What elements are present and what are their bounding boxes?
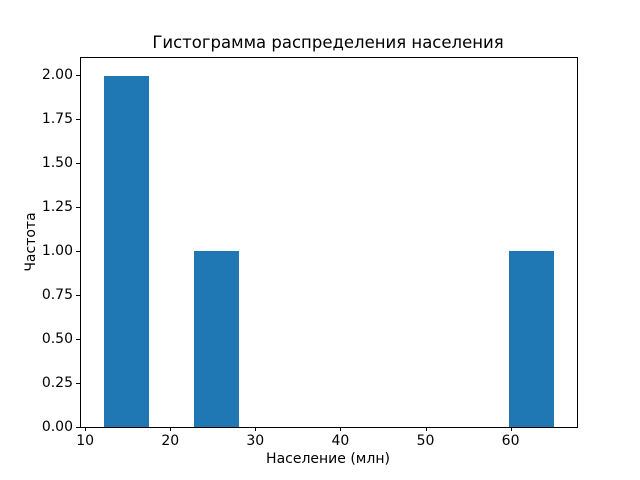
x-tick-mark <box>510 427 512 431</box>
x-tick-label: 20 <box>161 433 180 449</box>
x-tick-mark <box>170 427 172 431</box>
y-tick-label: 1.50 <box>41 154 73 171</box>
y-tick-label: 1.00 <box>41 242 73 259</box>
x-tick-label: 30 <box>246 433 265 449</box>
y-tick-label: 1.75 <box>41 111 73 127</box>
x-tick-mark <box>425 427 427 431</box>
plot-area <box>80 57 578 428</box>
chart-title: Гистограмма распределения населения <box>152 33 504 52</box>
x-tick-label: 50 <box>416 433 435 449</box>
histogram-bar <box>509 251 555 427</box>
x-tick-mark <box>85 427 87 431</box>
y-tick-mark <box>76 338 80 340</box>
x-tick-label: 10 <box>76 433 95 449</box>
y-tick-label: 0.00 <box>41 418 73 435</box>
histogram-bar <box>193 251 239 427</box>
y-tick-label: 0.75 <box>41 286 73 303</box>
histogram-bar <box>103 75 149 427</box>
y-tick-mark <box>76 75 80 77</box>
y-tick-mark <box>76 206 80 208</box>
x-axis-label: Население (млн) <box>266 451 390 467</box>
y-tick-mark <box>76 294 80 296</box>
x-tick-mark <box>340 427 342 431</box>
x-tick-label: 40 <box>331 433 350 449</box>
y-tick-mark <box>76 250 80 252</box>
y-tick-label: 0.50 <box>41 330 73 347</box>
y-tick-mark <box>76 382 80 384</box>
x-tick-mark <box>255 427 257 431</box>
y-axis-label: Частота <box>23 212 39 272</box>
y-tick-label: 2.00 <box>41 67 73 84</box>
y-tick-label: 1.25 <box>41 198 73 215</box>
x-tick-label: 60 <box>501 433 520 449</box>
y-tick-label: 0.25 <box>41 374 73 391</box>
y-tick-mark <box>76 119 80 120</box>
y-tick-mark <box>76 426 80 428</box>
y-tick-mark <box>76 162 80 164</box>
